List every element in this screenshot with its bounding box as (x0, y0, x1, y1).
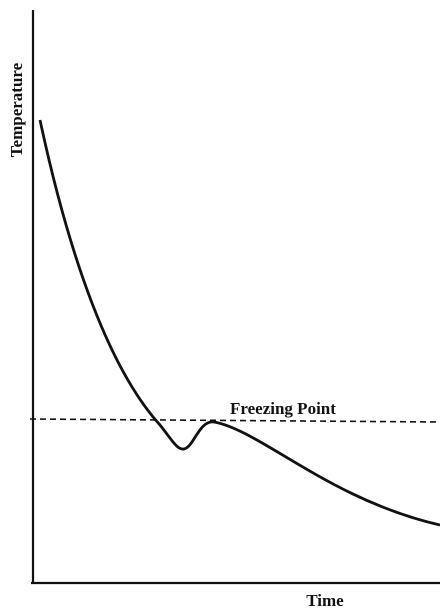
freezing-point-line (29, 418, 440, 423)
freezing-point-label: Freezing Point (230, 399, 336, 418)
cooling-curve (38, 119, 440, 527)
y-axis-label: Temperature (7, 62, 26, 157)
x-axis-label: Time (306, 591, 344, 610)
